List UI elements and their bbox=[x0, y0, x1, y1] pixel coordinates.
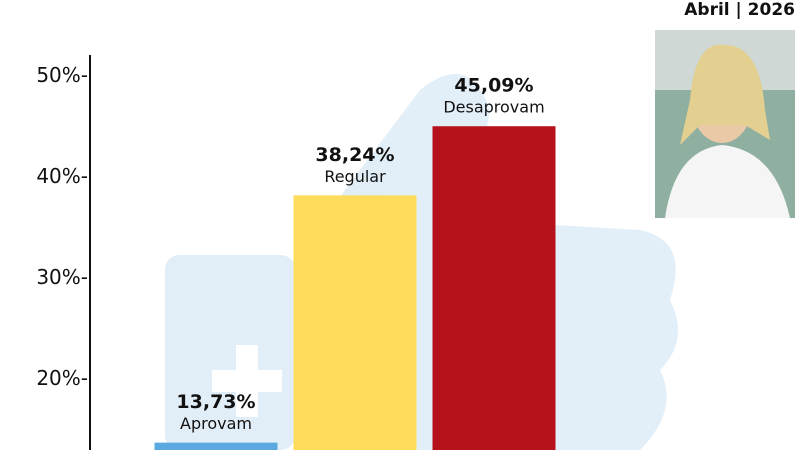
bar bbox=[154, 442, 278, 450]
photo bbox=[655, 30, 795, 218]
bar bbox=[293, 195, 417, 450]
category-label: Desaprovam bbox=[443, 98, 544, 117]
value-label: 13,73% bbox=[176, 391, 255, 413]
value-label: 38,24% bbox=[315, 144, 394, 166]
y-tick-label: 30%- bbox=[36, 265, 88, 289]
date-label: Abril | 2026 bbox=[684, 0, 795, 20]
value-label: 45,09% bbox=[454, 75, 533, 97]
y-tick-label: 50%- bbox=[36, 63, 88, 87]
y-tick-label: 20%- bbox=[36, 366, 88, 390]
bar bbox=[432, 126, 556, 450]
category-label: Regular bbox=[324, 167, 386, 186]
y-tick-label: 40%- bbox=[36, 164, 88, 188]
category-label: Aprovam bbox=[180, 414, 252, 433]
